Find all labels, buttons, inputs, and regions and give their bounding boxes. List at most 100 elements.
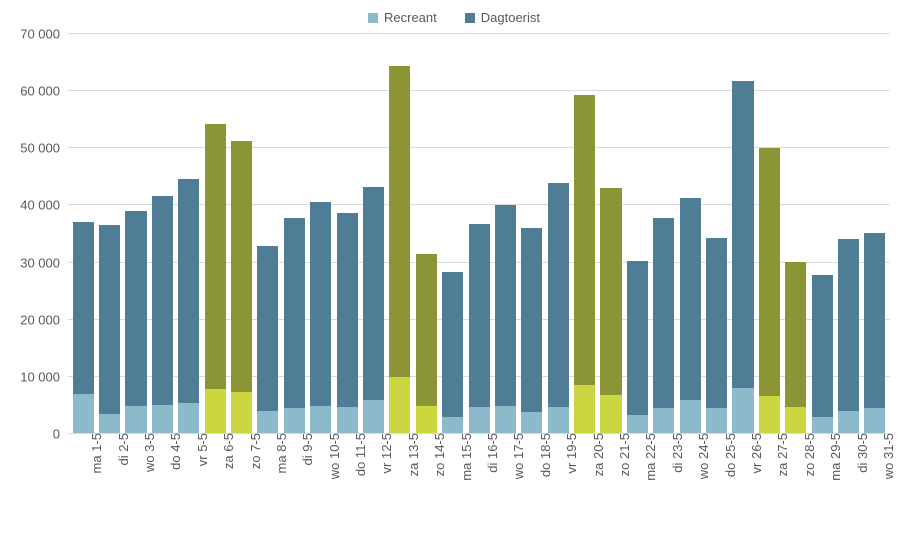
segment-dagtoerist — [125, 211, 146, 406]
bar — [732, 81, 753, 433]
x-axis-label: do 25-5 — [717, 433, 738, 477]
segment-recreant — [495, 406, 516, 433]
x-axis-label: zo 21-5 — [611, 433, 632, 476]
bar-slot: wo 31-5 — [862, 233, 888, 433]
x-axis-label: di 30-5 — [849, 433, 870, 473]
segment-dagtoerist — [812, 275, 833, 417]
plot-area: 010 00020 00030 00040 00050 00060 00070 … — [68, 33, 890, 433]
legend: Recreant Dagtoerist — [8, 8, 900, 33]
y-axis-label: 20 000 — [20, 312, 68, 327]
bar — [284, 218, 305, 433]
segment-dagtoerist — [231, 141, 252, 392]
segment-recreant — [574, 385, 595, 433]
bar-slot: zo 21-5 — [598, 188, 624, 433]
segment-dagtoerist — [310, 202, 331, 406]
bar-slot: za 27-5 — [756, 148, 782, 433]
segment-dagtoerist — [600, 188, 621, 394]
segment-recreant — [284, 408, 305, 433]
bar — [812, 275, 833, 433]
bar — [653, 218, 674, 433]
bar — [363, 187, 384, 433]
bar — [416, 254, 437, 433]
bar-slot: di 9-5 — [281, 218, 307, 433]
x-axis-label: do 11-5 — [347, 433, 368, 476]
bar-slot: vr 5-5 — [176, 179, 202, 433]
bar — [178, 179, 199, 433]
bar — [495, 205, 516, 433]
bar-slot: do 4-5 — [149, 196, 175, 433]
bar-slot: do 25-5 — [703, 238, 729, 433]
bar-slot: ma 8-5 — [255, 246, 281, 433]
segment-dagtoerist — [99, 225, 120, 414]
bar-slot: vr 12-5 — [360, 187, 386, 433]
y-axis-label: 70 000 — [20, 27, 68, 42]
bar-slot: di 2-5 — [96, 225, 122, 433]
segment-recreant — [310, 406, 331, 433]
bar-slot: di 16-5 — [466, 224, 492, 433]
segment-dagtoerist — [785, 262, 806, 408]
segment-dagtoerist — [337, 213, 358, 407]
y-axis-label: 50 000 — [20, 141, 68, 156]
legend-swatch-recreant — [368, 13, 378, 23]
segment-dagtoerist — [838, 239, 859, 411]
segment-recreant — [600, 395, 621, 433]
x-axis-label: za 13-5 — [400, 433, 421, 476]
segment-dagtoerist — [680, 198, 701, 400]
segment-recreant — [257, 411, 278, 433]
segment-recreant — [680, 400, 701, 433]
segment-recreant — [363, 400, 384, 433]
y-axis-label: 10 000 — [20, 369, 68, 384]
segment-dagtoerist — [759, 148, 780, 396]
segment-recreant — [812, 417, 833, 433]
bar — [73, 222, 94, 433]
x-axis-label: wo 3-5 — [136, 433, 157, 472]
x-axis-label: vr 5-5 — [189, 433, 210, 466]
segment-dagtoerist — [442, 272, 463, 417]
bar-slot: do 18-5 — [519, 228, 545, 433]
x-axis-label: vr 26-5 — [743, 433, 764, 473]
bar-slot: wo 10-5 — [308, 202, 334, 433]
y-axis-label: 0 — [53, 427, 68, 442]
segment-recreant — [337, 407, 358, 433]
bar — [600, 188, 621, 433]
x-axis-label: zo 28-5 — [796, 433, 817, 476]
bar-slot: zo 14-5 — [413, 254, 439, 433]
bar — [548, 183, 569, 433]
segment-recreant — [653, 408, 674, 433]
segment-recreant — [73, 394, 94, 433]
bar-slot: ma 22-5 — [624, 261, 650, 433]
bar-slot: do 11-5 — [334, 213, 360, 433]
x-axis-label: vr 12-5 — [373, 433, 394, 473]
segment-dagtoerist — [864, 233, 885, 408]
y-axis-label: 30 000 — [20, 255, 68, 270]
x-axis-label: wo 10-5 — [321, 433, 342, 479]
segment-dagtoerist — [627, 261, 648, 415]
x-axis-label: zo 7-5 — [242, 433, 263, 469]
segment-recreant — [864, 408, 885, 433]
x-axis-label: di 23-5 — [664, 433, 685, 473]
segment-dagtoerist — [284, 218, 305, 408]
x-axis-label: ma 22-5 — [637, 433, 658, 481]
bar-slot: ma 15-5 — [439, 272, 465, 433]
bar-slot: zo 7-5 — [228, 141, 254, 433]
segment-recreant — [416, 406, 437, 433]
segment-dagtoerist — [363, 187, 384, 400]
bar — [706, 238, 727, 433]
x-axis-label: do 4-5 — [162, 433, 183, 470]
bar — [152, 196, 173, 433]
x-axis-label: za 20-5 — [585, 433, 606, 476]
segment-recreant — [732, 388, 753, 433]
segment-dagtoerist — [732, 81, 753, 388]
segment-recreant — [125, 406, 146, 433]
bar — [680, 198, 701, 433]
bar — [99, 225, 120, 433]
bar — [627, 261, 648, 433]
segment-recreant — [469, 407, 490, 433]
segment-dagtoerist — [495, 205, 516, 406]
bar — [231, 141, 252, 433]
bar — [310, 202, 331, 433]
bar-slot: za 20-5 — [571, 95, 597, 433]
bar — [521, 228, 542, 433]
x-axis-label: di 2-5 — [110, 433, 131, 466]
segment-dagtoerist — [178, 179, 199, 403]
